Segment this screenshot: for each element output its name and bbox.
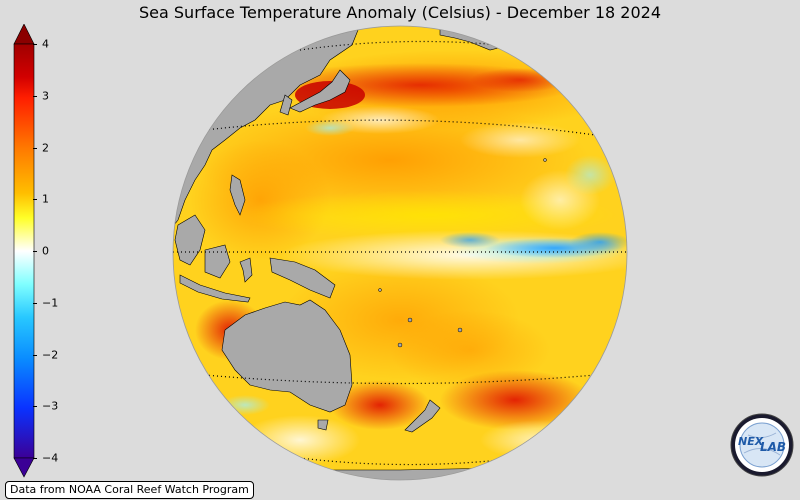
land-tasmania xyxy=(317,419,329,431)
colorbar-tick-label: 4 xyxy=(42,37,49,51)
colorbar-tick-label: 3 xyxy=(42,89,49,103)
colorbar-tick-label: −3 xyxy=(42,399,59,413)
colorbar-tick-mark xyxy=(33,458,37,459)
globe-ocean xyxy=(173,26,627,480)
data-credit: Data from NOAA Coral Reef Watch Program xyxy=(5,481,254,499)
logo-text-right: LAB xyxy=(760,440,786,454)
colorbar-tick-mark xyxy=(33,95,37,97)
colorbar-tick-label: −4 xyxy=(42,451,59,465)
colorbar-tick-mark xyxy=(33,406,37,408)
colorbar-tick-label: −2 xyxy=(42,348,59,361)
nexlab-logo: NEX LAB xyxy=(730,413,794,477)
colorbar-tick-mark xyxy=(33,199,37,201)
land-philippines xyxy=(229,174,246,216)
colorbar-tick-mark xyxy=(33,302,37,304)
land-borneo xyxy=(204,244,231,279)
colorbar-tick-mark xyxy=(33,44,37,45)
colorbar-tick-mark xyxy=(33,147,37,149)
land-japan xyxy=(289,69,351,113)
colorbar-tick-mark xyxy=(33,251,37,252)
colorbar xyxy=(13,24,35,478)
colorbar-extend-min xyxy=(13,457,35,478)
logo-text-left: NEX xyxy=(738,435,764,448)
land-korea xyxy=(279,94,293,116)
land-australia xyxy=(221,299,353,413)
colorbar-tick-label: 2 xyxy=(42,141,49,154)
page-title: Sea Surface Temperature Anomaly (Celsius… xyxy=(139,3,661,22)
globe-outline xyxy=(172,25,628,481)
colorbar-tick-label: 1 xyxy=(42,192,49,206)
graticule xyxy=(173,40,627,466)
colorbar-tick-label: 0 xyxy=(42,244,49,258)
colorbar-tick-mark xyxy=(33,354,37,356)
land-sulawesi xyxy=(239,257,253,283)
land-new-zealand xyxy=(404,399,441,433)
land-new-guinea xyxy=(269,257,336,299)
land-indonesia xyxy=(179,274,251,303)
colorbar-tick-label: −1 xyxy=(42,296,59,310)
